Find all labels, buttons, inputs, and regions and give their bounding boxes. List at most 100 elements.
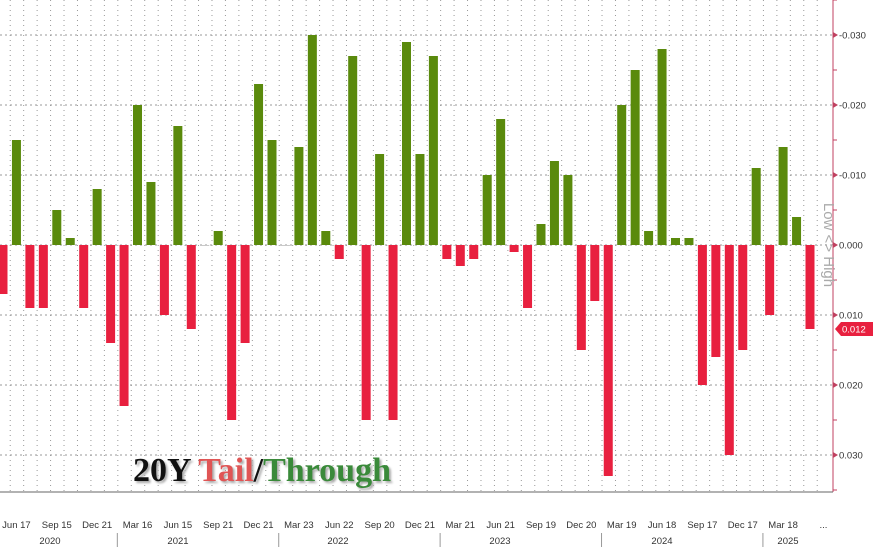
- y-tick-marker: [833, 102, 838, 108]
- tail-bar: [79, 245, 89, 308]
- through-bar: [213, 231, 223, 245]
- tail-bar: [711, 245, 721, 357]
- through-bar: [482, 175, 492, 245]
- through-bar: [133, 105, 142, 245]
- through-bar: [52, 210, 62, 245]
- x-tick-label: Dec 21: [405, 520, 435, 531]
- last-value-badge: [835, 322, 873, 336]
- x-tick-label: Jun 22: [325, 520, 354, 531]
- year-label: 2021: [167, 536, 188, 547]
- tail-bar: [240, 245, 250, 343]
- bars: [0, 35, 815, 476]
- through-bar: [617, 105, 627, 245]
- tail-bar: [25, 245, 35, 308]
- y-tick-label: -0.010: [839, 171, 866, 182]
- tail-bar: [159, 245, 169, 315]
- through-bar: [428, 56, 438, 245]
- through-bar: [267, 140, 277, 245]
- y-tick-marker: [833, 242, 838, 248]
- y-tick-marker: [833, 312, 838, 318]
- y-tick-label: 0.010: [839, 311, 863, 322]
- tail-bar: [805, 245, 815, 329]
- y-tick-label: 0.000: [839, 241, 863, 252]
- through-bar: [307, 35, 317, 245]
- through-bar: [294, 147, 304, 245]
- tail-bar: [576, 245, 586, 350]
- x-tick-label: Jun 21: [486, 520, 515, 531]
- x-tick-label: Jun 17: [2, 520, 31, 531]
- through-bar: [415, 154, 425, 245]
- through-bar: [644, 231, 654, 245]
- y-tick-label: -0.020: [839, 101, 866, 112]
- through-bar: [65, 238, 75, 245]
- through-bar: [402, 42, 411, 245]
- tail-bar: [455, 245, 465, 266]
- x-tick-label: Mar 16: [123, 520, 153, 531]
- through-bar: [496, 119, 506, 245]
- tail-bar: [361, 245, 371, 420]
- tail-bar: [334, 245, 344, 259]
- tail-bar: [388, 245, 398, 420]
- chart-title: 20Y Tail/Through: [133, 452, 391, 490]
- x-tick-label: Dec 21: [243, 520, 273, 531]
- tail-bar: [280, 245, 290, 246]
- through-bar: [792, 217, 802, 245]
- through-bar: [173, 126, 183, 245]
- x-tick-label: Mar 21: [446, 520, 476, 531]
- through-bar: [321, 231, 331, 245]
- x-tick-label: ...: [819, 520, 827, 531]
- tail-bar: [738, 245, 748, 350]
- x-tick-label: Mar 23: [284, 520, 314, 531]
- title-separator: /: [253, 452, 264, 489]
- last-value-label: 0.012: [842, 325, 866, 336]
- x-tick-label: Sep 20: [365, 520, 395, 531]
- x-tick-label: Jun 15: [164, 520, 193, 531]
- y-tick-marker: [833, 452, 838, 458]
- through-bar: [671, 238, 680, 245]
- through-bar: [11, 140, 21, 245]
- x-tick-label: Dec 17: [728, 520, 758, 531]
- x-axis: Jun 17 Sep 15 Dec 21 Mar 16 Jun 15 Sep 21 Dec …: [0, 491, 833, 547]
- y-tick-label: 0.020: [839, 381, 863, 392]
- through-bar: [549, 161, 559, 245]
- tail-bar: [590, 245, 600, 301]
- tail-bar: [200, 245, 210, 246]
- tail-bar: [106, 245, 116, 343]
- x-tick-label: Sep 19: [526, 520, 556, 531]
- year-label: 2022: [327, 536, 348, 547]
- x-tick-label: Dec 21: [82, 520, 112, 531]
- y-tick-label: -0.030: [839, 31, 866, 42]
- y-tick-label: 0.030: [839, 451, 863, 462]
- through-bar: [146, 182, 156, 245]
- y-axis-title: Low <> High: [820, 203, 837, 287]
- year-label: 2024: [651, 536, 672, 547]
- tail-bar: [523, 245, 533, 308]
- year-label: 2020: [39, 536, 60, 547]
- x-tick-label: Sep 17: [687, 520, 717, 531]
- through-bar: [375, 154, 385, 245]
- y-tick-marker: [833, 382, 838, 388]
- through-bar: [563, 175, 573, 245]
- tail-bar: [442, 245, 452, 259]
- tail-bar: [509, 245, 519, 252]
- through-bar: [536, 224, 546, 245]
- tail-bar: [603, 245, 613, 476]
- year-label: 2025: [777, 536, 798, 547]
- x-tick-label: Sep 15: [42, 520, 72, 531]
- tail-bar: [186, 245, 196, 329]
- y-tick-marker: [833, 172, 838, 178]
- year-label: 2023: [489, 536, 510, 547]
- tail-bar: [119, 245, 129, 406]
- tail-bar: [227, 245, 237, 420]
- through-bar: [630, 70, 640, 245]
- through-bar: [254, 84, 264, 245]
- tail-bar: [469, 245, 479, 259]
- title-tail: Tail: [198, 452, 254, 489]
- through-bar: [778, 147, 788, 245]
- tail-bar: [38, 245, 48, 308]
- through-bar: [684, 238, 694, 245]
- through-bar: [348, 56, 358, 245]
- x-tick-label: Mar 19: [607, 520, 637, 531]
- tail-bar: [0, 245, 8, 294]
